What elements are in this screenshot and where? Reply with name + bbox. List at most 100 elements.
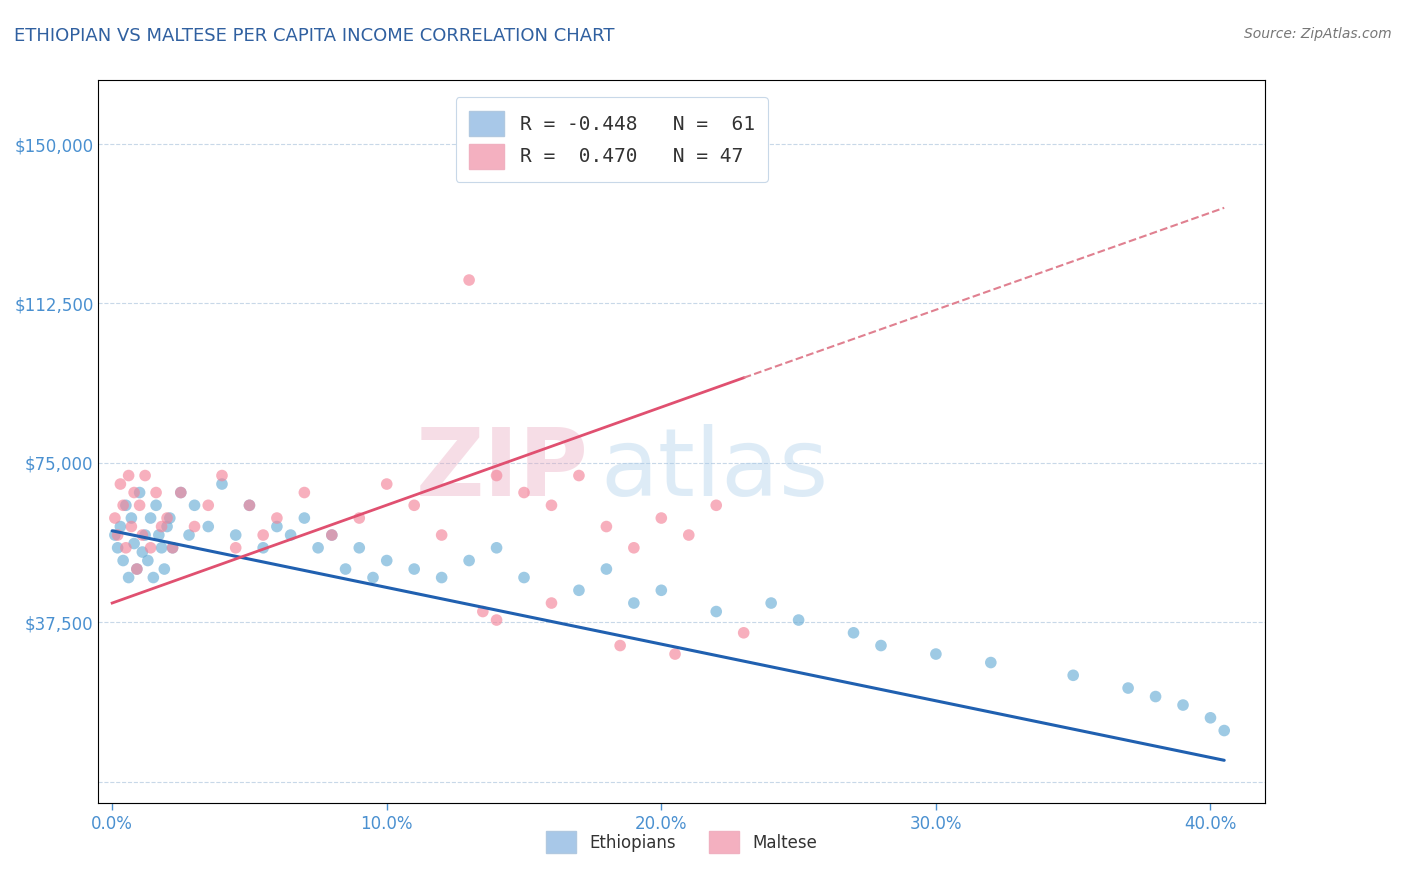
Text: ETHIOPIAN VS MALTESE PER CAPITA INCOME CORRELATION CHART: ETHIOPIAN VS MALTESE PER CAPITA INCOME C… <box>14 27 614 45</box>
Point <box>139 511 162 525</box>
Point <box>842 625 865 640</box>
Point <box>361 570 384 584</box>
Point <box>197 519 219 533</box>
Point <box>568 468 591 483</box>
Point <box>733 625 755 640</box>
Legend: Ethiopians, Maltese: Ethiopians, Maltese <box>540 825 824 860</box>
Point <box>375 553 398 567</box>
Point <box>595 519 617 533</box>
Point <box>540 596 562 610</box>
Point <box>128 485 150 500</box>
Point <box>1062 668 1084 682</box>
Point <box>120 511 142 525</box>
Point <box>595 562 617 576</box>
Point <box>170 485 193 500</box>
Point <box>122 536 145 550</box>
Point <box>404 498 426 512</box>
Point <box>704 498 727 512</box>
Point <box>211 468 233 483</box>
Point <box>349 511 371 525</box>
Point <box>115 498 138 512</box>
Point <box>183 498 205 512</box>
Point <box>131 545 153 559</box>
Point <box>162 541 184 555</box>
Point <box>150 541 173 555</box>
Point <box>485 468 508 483</box>
Point <box>225 541 247 555</box>
Point <box>870 639 893 653</box>
Point <box>122 485 145 500</box>
Point <box>131 528 153 542</box>
Point <box>145 485 167 500</box>
Point <box>925 647 948 661</box>
Point <box>134 468 156 483</box>
Point <box>280 528 302 542</box>
Point <box>980 656 1002 670</box>
Point <box>107 541 129 555</box>
Point <box>704 605 727 619</box>
Point <box>238 498 260 512</box>
Point <box>266 511 288 525</box>
Text: Source: ZipAtlas.com: Source: ZipAtlas.com <box>1244 27 1392 41</box>
Point <box>458 553 481 567</box>
Point <box>156 511 179 525</box>
Point <box>110 519 132 533</box>
Point <box>321 528 343 542</box>
Point <box>349 541 371 555</box>
Point <box>145 498 167 512</box>
Point <box>485 613 508 627</box>
Point <box>115 541 138 555</box>
Point <box>112 498 135 512</box>
Point <box>177 528 200 542</box>
Point <box>430 570 453 584</box>
Point <box>458 273 481 287</box>
Point <box>513 485 536 500</box>
Point <box>110 477 132 491</box>
Point <box>148 528 170 542</box>
Point <box>266 519 288 533</box>
Point <box>375 477 398 491</box>
Point <box>238 498 260 512</box>
Point <box>107 528 129 542</box>
Point <box>513 570 536 584</box>
Point <box>211 477 233 491</box>
Point <box>321 528 343 542</box>
Point <box>430 528 453 542</box>
Point <box>1116 681 1139 695</box>
Point <box>142 570 165 584</box>
Point <box>104 511 127 525</box>
Point <box>568 583 591 598</box>
Point <box>252 541 274 555</box>
Point <box>183 519 205 533</box>
Point <box>159 511 181 525</box>
Point <box>117 570 139 584</box>
Point <box>225 528 247 542</box>
Point <box>292 511 315 525</box>
Point <box>485 541 508 555</box>
Point <box>112 553 135 567</box>
Text: atlas: atlas <box>600 425 828 516</box>
Point <box>197 498 219 512</box>
Point <box>759 596 782 610</box>
Point <box>134 528 156 542</box>
Point <box>104 528 127 542</box>
Point <box>125 562 148 576</box>
Point <box>117 468 139 483</box>
Point <box>471 605 494 619</box>
Point <box>150 519 173 533</box>
Point <box>1171 698 1194 712</box>
Point <box>1144 690 1167 704</box>
Point <box>623 596 645 610</box>
Text: ZIP: ZIP <box>416 425 589 516</box>
Point <box>609 639 631 653</box>
Point <box>120 519 142 533</box>
Point <box>623 541 645 555</box>
Point <box>650 511 672 525</box>
Point <box>125 562 148 576</box>
Point <box>153 562 176 576</box>
Point <box>170 485 193 500</box>
Point <box>128 498 150 512</box>
Point <box>139 541 162 555</box>
Point <box>136 553 159 567</box>
Point <box>1213 723 1236 738</box>
